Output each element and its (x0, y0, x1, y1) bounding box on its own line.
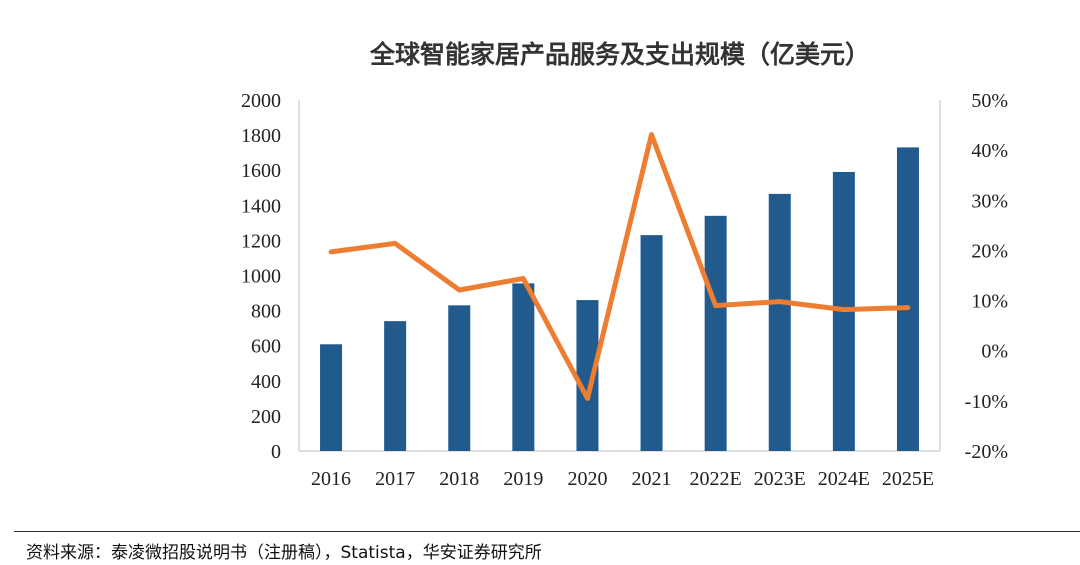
left-tick-label: 1200 (241, 230, 281, 252)
bar-2023E (768, 193, 791, 451)
x-tick-label: 2023E (754, 468, 806, 490)
left-tick-label: 800 (251, 301, 281, 323)
left-tick-label: 600 (251, 336, 281, 358)
line-point-2021 (651, 134, 653, 136)
line-point-2019 (522, 278, 524, 280)
right-tick-label: 10% (971, 291, 1008, 313)
right-tick-label: 30% (971, 190, 1008, 212)
line-point-2018 (458, 289, 460, 291)
bar-2021 (640, 235, 663, 451)
bar-2016 (320, 344, 343, 451)
line-point-2016 (330, 251, 332, 253)
left-tick-label: 1800 (241, 125, 281, 147)
right-axis-ticks: -20% -10% 0% 10% 20% 30% 40% 50% (965, 90, 1008, 463)
bar-2017 (384, 321, 407, 451)
footer-divider (14, 531, 1080, 532)
line-point-2024E (843, 309, 845, 311)
right-tick-label: 50% (971, 90, 1008, 112)
x-tick-label: 2022E (690, 468, 742, 490)
left-tick-label: 400 (251, 371, 281, 393)
left-tick-label: 1600 (241, 160, 281, 182)
bar-2020 (576, 300, 599, 451)
right-tick-label: 40% (971, 140, 1008, 162)
right-tick-label: 0% (981, 341, 1008, 363)
bar-series (320, 147, 919, 451)
right-tick-label: 20% (971, 240, 1008, 262)
line-point-2025E (907, 307, 909, 309)
left-tick-label: 200 (251, 406, 281, 428)
left-tick-label: 2000 (241, 90, 281, 112)
line-point-2023E (779, 301, 781, 303)
left-tick-label: 1400 (241, 195, 281, 217)
line-point-2020 (586, 397, 588, 399)
x-tick-label: 2017 (375, 468, 415, 490)
right-tick-label: -10% (965, 391, 1008, 413)
left-tick-label: 1000 (241, 266, 281, 288)
bar-2018 (448, 305, 471, 451)
x-tick-label: 2025E (882, 468, 934, 490)
x-tick-label: 2019 (503, 468, 543, 490)
line-point-2017 (394, 242, 396, 244)
bar-2019 (512, 283, 535, 451)
source-note: 资料来源：泰凌微招股说明书（注册稿），Statista，华安证券研究所 (26, 543, 542, 563)
left-axis-ticks: 0 200 400 600 800 1000 1200 1400 1600 1800 2000 (241, 90, 281, 463)
chart: 全球智能家居产品服务及支出规模（亿美元） 0 200 400 600 800 1000 12… (241, 40, 1008, 490)
right-tick-label: -20% (965, 441, 1008, 463)
x-axis-ticks: 2016 2017 2018 2019 2020 2021 2022E 2023E 2024E 2… (311, 468, 934, 490)
x-tick-label: 2016 (311, 468, 351, 490)
x-tick-label: 2018 (439, 468, 479, 490)
line-series (328, 132, 911, 401)
chart-title: 全球智能家居产品服务及支出规模（亿美元） (369, 40, 870, 69)
x-tick-label: 2020 (567, 468, 607, 490)
bar-2025E (896, 147, 919, 451)
left-tick-label: 0 (271, 441, 281, 463)
bar-2022E (704, 215, 727, 451)
line-point-2022E (715, 305, 717, 307)
growth-line (328, 132, 911, 401)
x-tick-label: 2024E (818, 468, 870, 490)
x-tick-label: 2021 (632, 468, 672, 490)
